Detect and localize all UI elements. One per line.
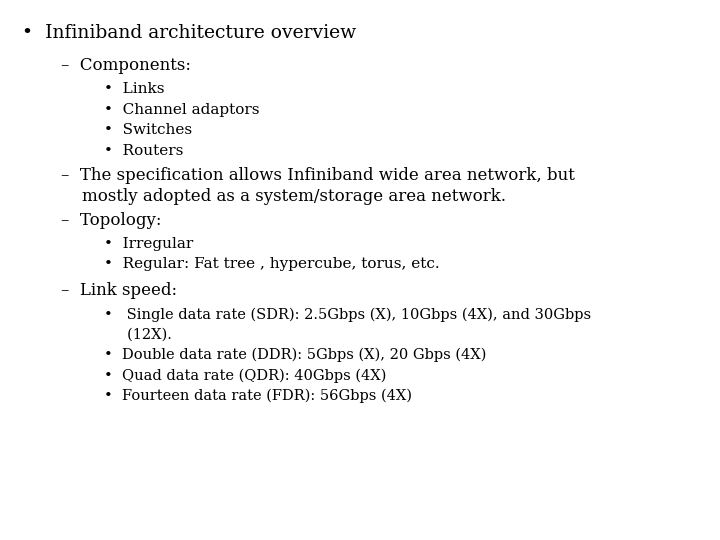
- Text: •   Single data rate (SDR): 2.5Gbps (X), 10Gbps (4X), and 30Gbps: • Single data rate (SDR): 2.5Gbps (X), 1…: [104, 308, 592, 322]
- Text: •  Fourteen data rate (FDR): 56Gbps (4X): • Fourteen data rate (FDR): 56Gbps (4X): [104, 389, 413, 403]
- Text: –  Topology:: – Topology:: [61, 212, 162, 228]
- Text: (12X).: (12X).: [104, 327, 172, 341]
- Text: –  The specification allows Infiniband wide area network, but: – The specification allows Infiniband wi…: [61, 167, 575, 184]
- Text: mostly adopted as a system/storage area network.: mostly adopted as a system/storage area …: [61, 188, 506, 205]
- Text: •  Infiniband architecture overview: • Infiniband architecture overview: [22, 24, 356, 42]
- Text: •  Routers: • Routers: [104, 144, 184, 158]
- Text: •  Irregular: • Irregular: [104, 237, 194, 251]
- Text: •  Quad data rate (QDR): 40Gbps (4X): • Quad data rate (QDR): 40Gbps (4X): [104, 368, 387, 383]
- Text: –  Components:: – Components:: [61, 57, 192, 73]
- Text: •  Switches: • Switches: [104, 123, 192, 137]
- Text: •  Channel adaptors: • Channel adaptors: [104, 103, 260, 117]
- Text: –  Link speed:: – Link speed:: [61, 282, 177, 299]
- Text: •  Regular: Fat tree , hypercube, torus, etc.: • Regular: Fat tree , hypercube, torus, …: [104, 257, 440, 271]
- Text: •  Links: • Links: [104, 82, 165, 96]
- Text: •  Double data rate (DDR): 5Gbps (X), 20 Gbps (4X): • Double data rate (DDR): 5Gbps (X), 20 …: [104, 348, 487, 362]
